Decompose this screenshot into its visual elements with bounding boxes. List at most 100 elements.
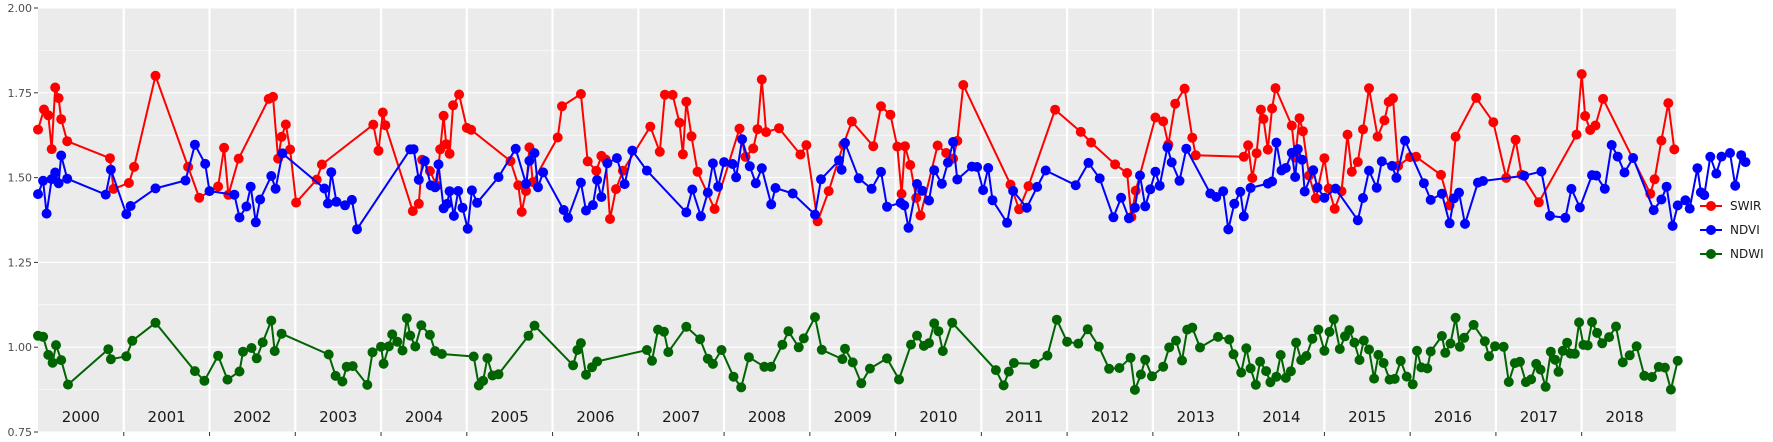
data-point-ndvi (1040, 165, 1051, 176)
data-point-ndvi (641, 165, 652, 176)
data-point-ndwi (1378, 358, 1389, 368)
y-tick-label: 1.75 (8, 87, 33, 100)
data-point-swir (552, 132, 563, 143)
data-point-ndvi (972, 162, 983, 172)
y-tick-label: 1.50 (8, 172, 33, 185)
data-point-ndvi (33, 189, 43, 200)
legend[interactable]: SWIR NDVI NDWI (1700, 199, 1764, 261)
data-point-swir (1086, 137, 1097, 148)
data-point-ndvi (442, 198, 453, 209)
year-label-2008: 2008 (748, 408, 786, 426)
year-label-2011: 2011 (1005, 408, 1043, 426)
data-point-ndvi (1299, 186, 1310, 197)
data-point-ndwi (47, 357, 58, 368)
legend-key-dot-ndvi (1706, 225, 1716, 235)
data-point-ndwi (1008, 358, 1019, 368)
data-point-ndvi (978, 185, 989, 196)
data-point-swir (129, 161, 140, 172)
data-point-swir (56, 114, 67, 125)
data-point-ndwi (410, 341, 421, 352)
data-point-ndwi (1389, 373, 1400, 384)
series-ndvi (33, 134, 1751, 235)
data-point-ndvi (1245, 182, 1256, 193)
data-point-ndvi (408, 144, 419, 155)
data-point-ndvi (1460, 218, 1470, 229)
data-point-ndvi (1606, 140, 1617, 150)
data-point-ndvi (1619, 167, 1630, 178)
data-point-ndwi (1195, 342, 1205, 353)
data-point-swir (316, 159, 327, 170)
legend-label-ndvi: NDVI (1730, 223, 1760, 237)
data-point-ndvi (462, 223, 473, 234)
data-point-swir (709, 204, 720, 214)
data-point-ndvi (1280, 163, 1291, 173)
data-point-ndwi (323, 349, 334, 360)
data-point-ndvi (1436, 188, 1447, 199)
data-point-swir (1297, 126, 1308, 137)
data-point-ndwi (1407, 379, 1418, 390)
data-point-ndwi (1401, 371, 1412, 382)
data-point-ndwi (246, 343, 257, 353)
data-point-ndvi (1135, 170, 1145, 181)
data-point-ndvi (1730, 180, 1741, 191)
data-point-ndwi (1313, 324, 1324, 335)
data-point-ndwi (266, 315, 277, 326)
data-point-ndvi (38, 175, 49, 186)
data-point-ndvi (681, 207, 692, 218)
data-point-ndvi (340, 200, 350, 211)
data-point-ndwi (121, 351, 132, 362)
data-point-ndwi (1171, 335, 1181, 346)
data-point-ndvi (1684, 203, 1695, 214)
data-point-swir (438, 110, 449, 121)
data-point-ndvi (1740, 157, 1751, 168)
y-axis: 0.75 1.00 1.25 1.50 1.75 2.00 (8, 2, 38, 439)
data-point-ndwi (1213, 331, 1223, 342)
data-point-swir (557, 101, 567, 112)
data-point-ndvi (1218, 186, 1229, 197)
year-labels: 2000 2001 2002 2003 2004 2005 2006 2007 2008 2009… (62, 408, 1644, 426)
data-point-ndvi (472, 197, 483, 208)
legend-item-ndwi[interactable]: NDWI (1700, 247, 1764, 261)
data-point-ndwi (523, 330, 534, 341)
data-point-ndvi (1358, 193, 1368, 203)
data-point-ndwi (1319, 345, 1330, 356)
data-point-ndwi (1285, 366, 1296, 377)
data-point-swir (105, 153, 115, 164)
data-point-ndwi (103, 344, 114, 355)
data-point-swir (674, 117, 685, 128)
data-point-ndvi (1376, 156, 1387, 167)
data-point-swir (311, 174, 322, 185)
data-point-swir (1286, 120, 1297, 131)
y-tick-label: 0.75 (8, 426, 33, 439)
data-point-ndwi (716, 345, 727, 355)
data-point-swir (513, 180, 524, 191)
data-point-ndvi (1166, 157, 1177, 168)
data-point-ndvi (983, 163, 994, 173)
data-point-ndvi (1667, 220, 1678, 231)
legend-item-ndvi[interactable]: NDVI (1700, 223, 1760, 237)
data-point-ndvi (627, 145, 638, 156)
data-point-ndvi (1070, 180, 1081, 191)
data-point-ndwi (1301, 351, 1312, 361)
data-point-ndvi (204, 186, 215, 197)
data-point-swir (380, 120, 391, 131)
data-point-ndwi (1224, 334, 1235, 345)
data-point-ndwi (1526, 374, 1537, 385)
data-point-ndwi (707, 358, 718, 369)
year-label-2006: 2006 (576, 408, 614, 426)
legend-item-swir[interactable]: SWIR (1700, 199, 1761, 213)
data-point-swir (1190, 150, 1201, 161)
data-point-swir (1310, 193, 1321, 204)
data-point-swir (373, 145, 384, 156)
data-point-ndwi (1358, 335, 1369, 346)
year-label-2014: 2014 (1262, 408, 1300, 426)
data-point-ndvi (200, 158, 211, 169)
data-point-swir (1179, 83, 1190, 94)
data-point-swir (1342, 129, 1353, 140)
data-point-ndvi (1699, 190, 1710, 201)
data-point-ndwi (238, 346, 248, 357)
data-point-ndwi (1450, 312, 1461, 323)
data-point-swir (892, 141, 903, 152)
legend-label-swir: SWIR (1730, 199, 1761, 213)
data-point-ndwi (405, 330, 416, 341)
